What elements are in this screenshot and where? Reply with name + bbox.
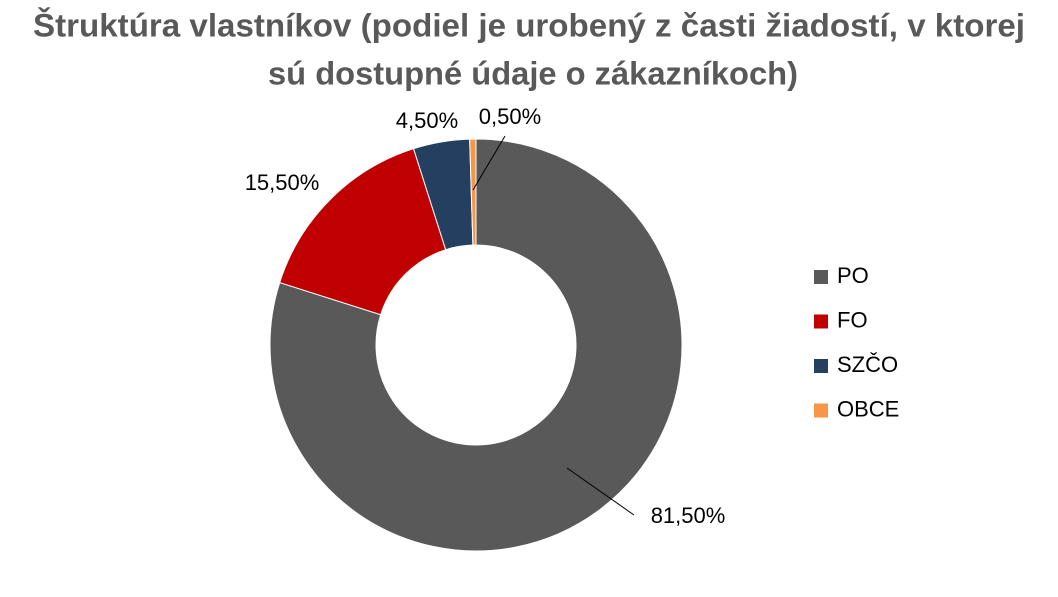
legend-swatch bbox=[814, 359, 828, 373]
legend-swatch bbox=[814, 403, 828, 418]
leader-line bbox=[566, 467, 635, 516]
chart-title: sú dostupné údaje o zákazníkoch) bbox=[268, 55, 798, 91]
donut-slice bbox=[469, 138, 477, 246]
legend-label: OBCE bbox=[837, 396, 899, 421]
legend-swatch bbox=[814, 314, 828, 329]
legend-label: PO bbox=[837, 263, 869, 288]
legend-label: FO bbox=[837, 307, 868, 332]
data-label: 4,50% bbox=[396, 108, 458, 133]
leader-line bbox=[472, 135, 506, 191]
legend-swatch bbox=[814, 270, 828, 284]
data-label: 81,50% bbox=[651, 503, 726, 528]
data-label: 0,50% bbox=[479, 104, 541, 129]
donut-slice bbox=[279, 148, 447, 316]
donut-slice bbox=[269, 138, 683, 552]
data-label: 15,50% bbox=[245, 170, 320, 195]
chart-title: Štruktúra vlastníkov (podiel je urobený … bbox=[33, 7, 1025, 43]
legend-label: SZČO bbox=[837, 352, 898, 377]
